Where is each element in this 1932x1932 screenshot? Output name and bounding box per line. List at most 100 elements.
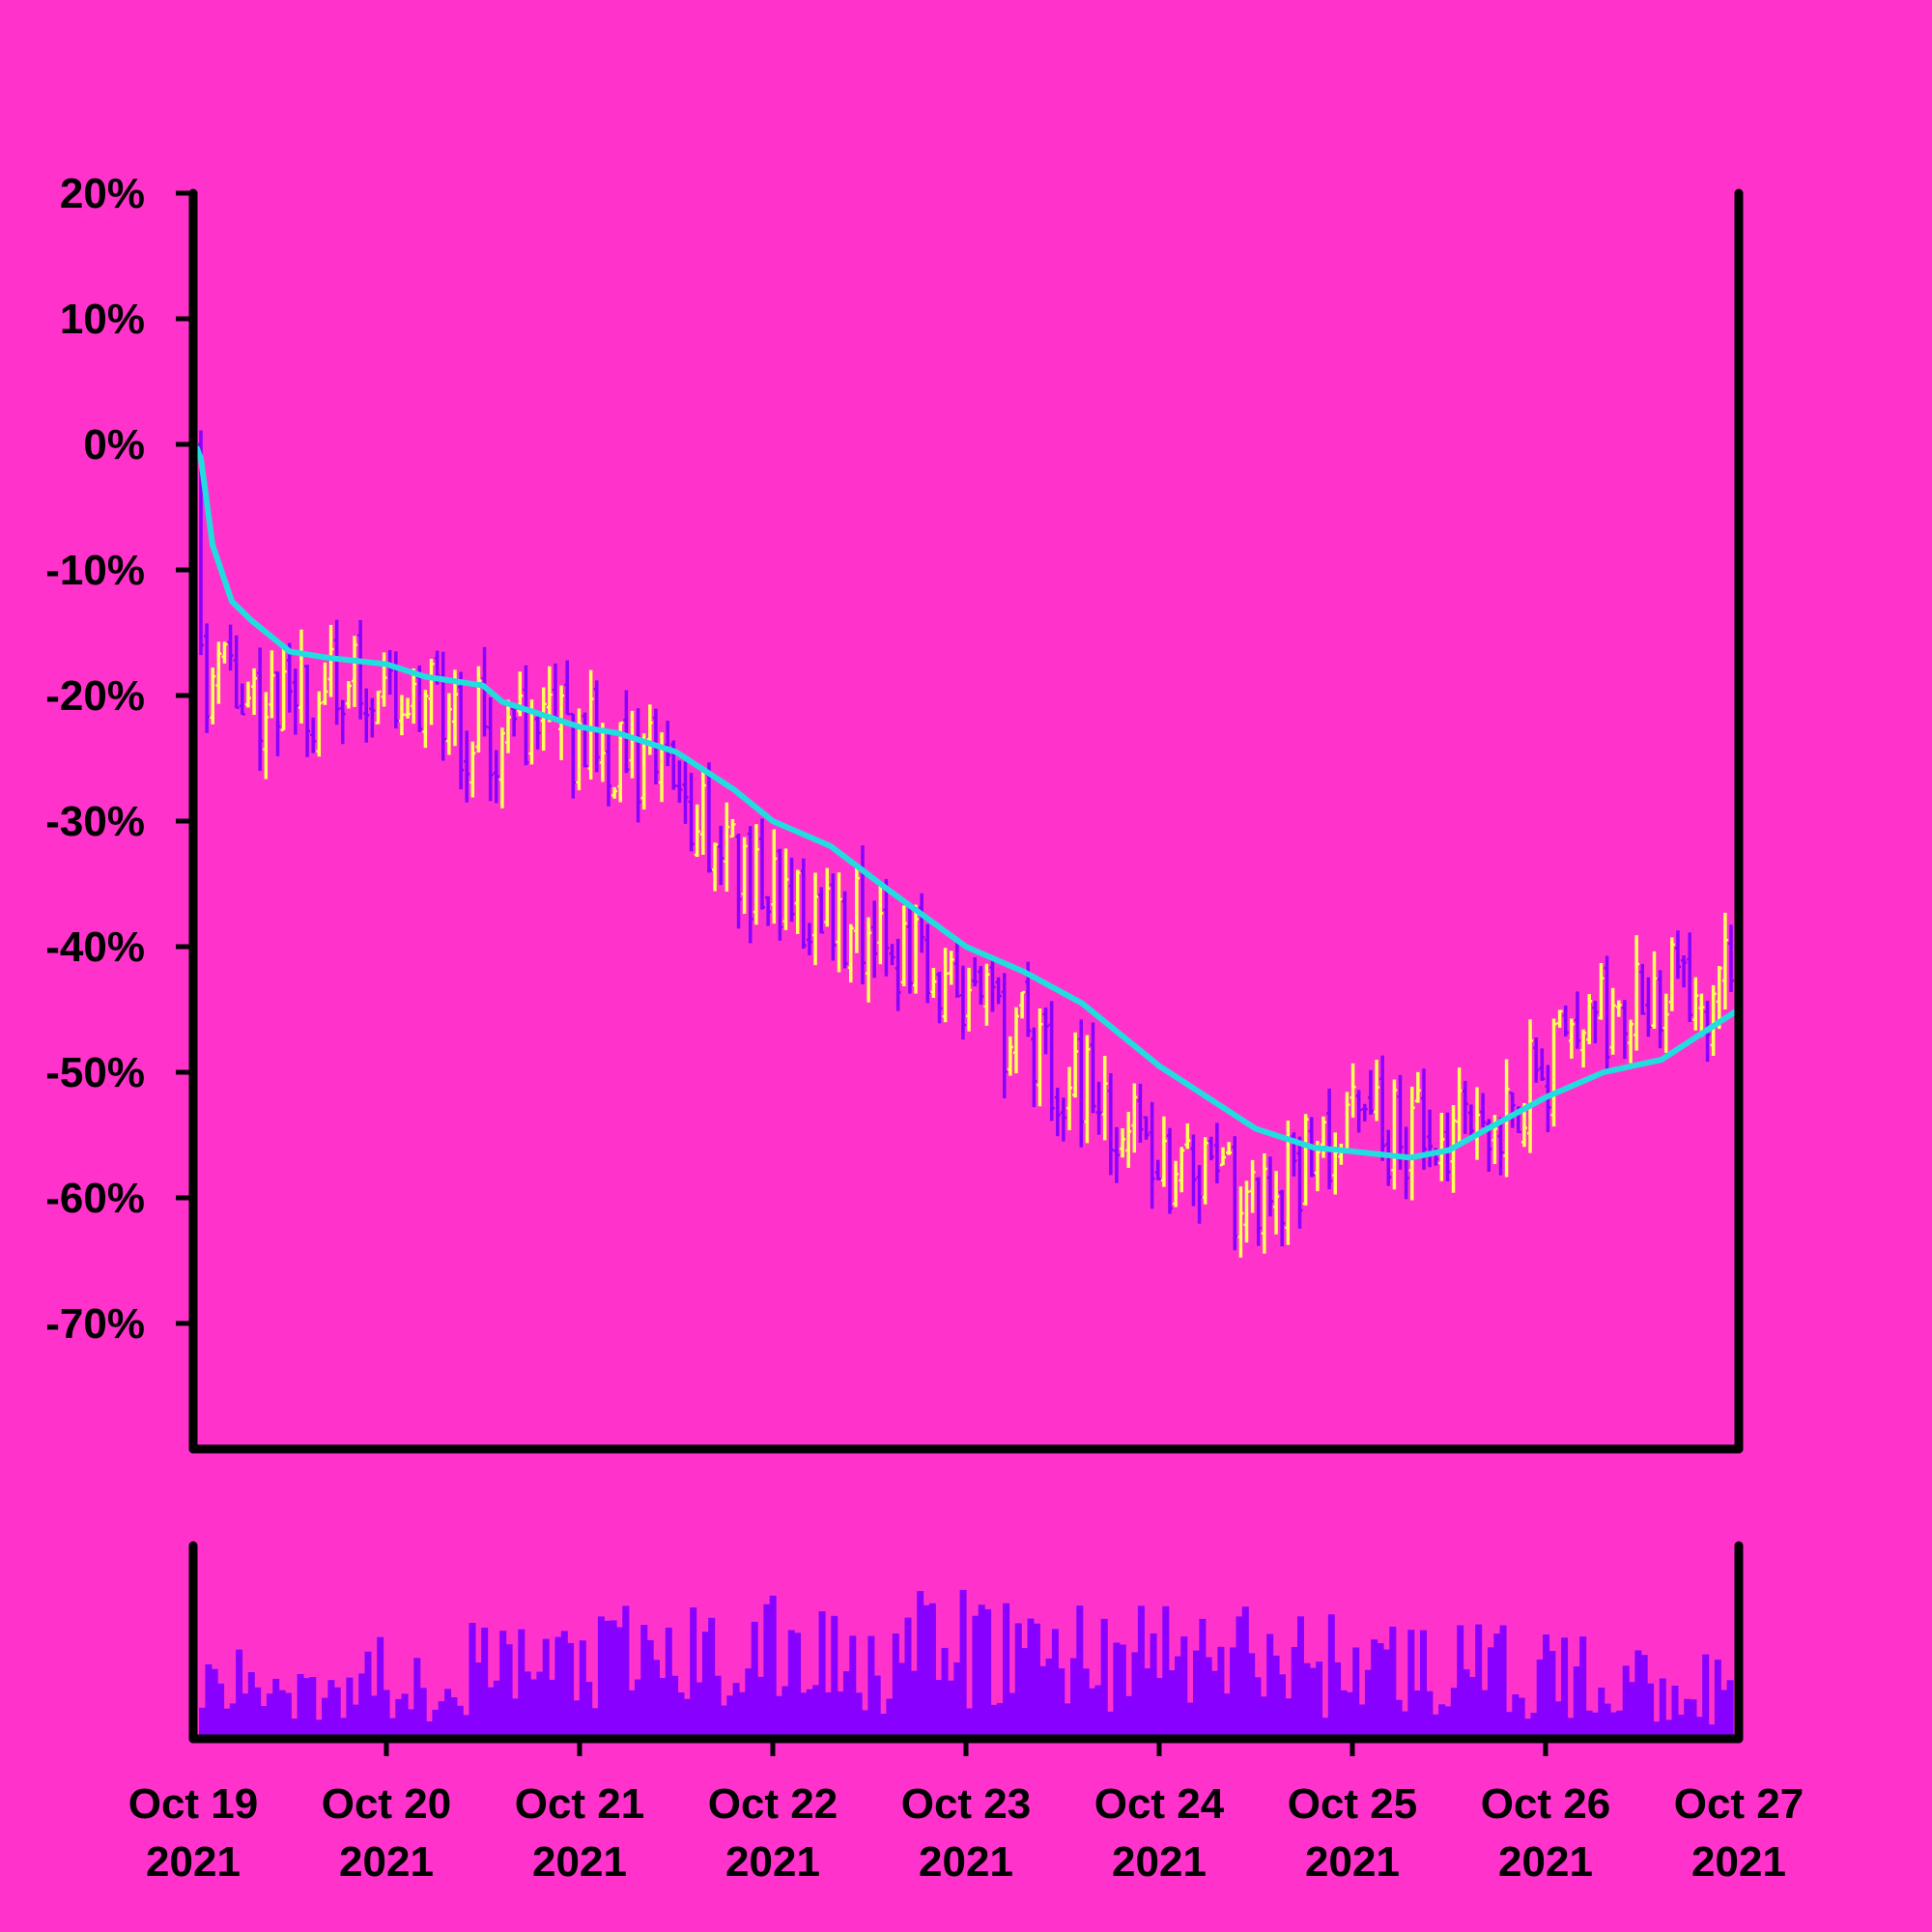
ohlc-bar bbox=[244, 681, 251, 708]
volume-bar bbox=[554, 1636, 562, 1739]
y-tick-label: -70% bbox=[45, 1300, 145, 1348]
ohlc-bar bbox=[794, 869, 801, 934]
volume-bar bbox=[1659, 1678, 1666, 1739]
ohlc-bar bbox=[352, 636, 358, 707]
volume-bar bbox=[278, 1690, 286, 1739]
volume-bar bbox=[560, 1631, 568, 1739]
y-tick-label: -60% bbox=[45, 1175, 145, 1222]
volume-bar bbox=[1450, 1688, 1458, 1739]
volume-bar bbox=[450, 1697, 458, 1739]
ohlc-bar bbox=[251, 668, 258, 716]
volume-bar bbox=[1389, 1626, 1397, 1739]
ohlc-bar bbox=[540, 687, 547, 752]
ohlc-bar bbox=[782, 848, 789, 930]
x-tick-label-date: Oct 24 bbox=[1094, 1780, 1225, 1828]
volume-bar bbox=[923, 1605, 930, 1739]
volume-bar bbox=[984, 1608, 992, 1739]
ohlc-bar bbox=[877, 885, 884, 965]
volume-bar bbox=[1316, 1662, 1323, 1739]
volume-bar bbox=[438, 1701, 445, 1739]
volume-bar bbox=[1548, 1651, 1556, 1739]
volume-bar bbox=[665, 1627, 672, 1739]
volume-bar bbox=[1334, 1662, 1342, 1739]
ohlc-bar bbox=[1580, 1029, 1587, 1068]
volume-bar bbox=[1248, 1653, 1256, 1739]
x-tick-label-year: 2021 bbox=[1498, 1838, 1593, 1886]
volume-bar bbox=[776, 1695, 783, 1739]
ohlc-bar bbox=[411, 668, 417, 724]
x-tick-label-date: Oct 25 bbox=[1288, 1780, 1418, 1828]
volume-bar bbox=[1223, 1693, 1231, 1739]
volume-bar bbox=[787, 1630, 795, 1739]
volume-bar bbox=[1665, 1719, 1673, 1739]
x-tick-label-year: 2021 bbox=[919, 1838, 1013, 1886]
volume-bar bbox=[1211, 1670, 1219, 1739]
y-tick-label: -10% bbox=[45, 547, 145, 594]
volume-bar bbox=[1720, 1690, 1728, 1739]
ohlc-bar bbox=[953, 937, 960, 998]
ohlc-bar bbox=[239, 683, 245, 716]
ohlc-bar bbox=[1728, 924, 1734, 992]
volume-bar bbox=[953, 1662, 961, 1739]
volume-bar bbox=[671, 1675, 679, 1739]
volume-bar bbox=[1395, 1699, 1403, 1739]
volume-bar bbox=[401, 1693, 409, 1739]
volume-bar bbox=[1162, 1605, 1170, 1739]
volume-bar bbox=[1150, 1633, 1157, 1739]
ohlc-bar bbox=[369, 697, 376, 738]
volume-bar bbox=[1512, 1694, 1520, 1739]
ohlc-bar bbox=[1296, 1136, 1303, 1229]
volume-bar bbox=[843, 1671, 850, 1739]
ohlc-bar bbox=[1639, 963, 1646, 1015]
volume-bar bbox=[370, 1695, 378, 1739]
ohlc-bar bbox=[759, 818, 766, 910]
volume-bar bbox=[1640, 1655, 1648, 1739]
ohlc-bar bbox=[269, 650, 275, 719]
ohlc-bar bbox=[1621, 1000, 1628, 1060]
ohlc-bar bbox=[1467, 1104, 1474, 1141]
volume-bar bbox=[1573, 1666, 1580, 1739]
volume-bar bbox=[604, 1620, 611, 1739]
ohlc-bar bbox=[1273, 1171, 1280, 1235]
volume-bar bbox=[236, 1649, 243, 1739]
ohlc-bar bbox=[1427, 1109, 1434, 1168]
volume-bar bbox=[1420, 1630, 1427, 1739]
volume-bar bbox=[794, 1633, 802, 1739]
volume-bar bbox=[1303, 1662, 1311, 1739]
ohlc-bar bbox=[1668, 937, 1675, 1011]
volume-bar bbox=[297, 1674, 304, 1739]
ohlc-bar bbox=[605, 732, 611, 807]
x-tick-label-year: 2021 bbox=[532, 1838, 627, 1886]
ohlc-bar bbox=[333, 619, 340, 725]
volume-bar bbox=[1125, 1695, 1133, 1739]
ohlc-bar bbox=[883, 879, 890, 977]
volume-bar bbox=[1629, 1682, 1635, 1739]
volume-bar bbox=[1610, 1712, 1617, 1739]
volume-bar bbox=[426, 1721, 433, 1739]
ohlc-bar bbox=[942, 948, 949, 1023]
ohlc-bar bbox=[1220, 1147, 1227, 1167]
y-axis-ticks: 20% 10% 0% -10% -20% -30% -40% -50% -60% -70% bbox=[45, 170, 193, 1348]
x-tick-label-date: Oct 23 bbox=[901, 1780, 1032, 1828]
ohlc-bar bbox=[930, 967, 937, 999]
volume-bar bbox=[708, 1617, 716, 1739]
ohlc-bar bbox=[895, 938, 901, 1011]
volume-bar bbox=[1487, 1647, 1494, 1739]
ohlc-bar bbox=[771, 829, 778, 924]
ohlc-bar bbox=[304, 665, 311, 757]
ohlc-bar bbox=[818, 887, 825, 934]
volume-bar bbox=[1352, 1647, 1360, 1739]
x-tick-label-year: 2021 bbox=[725, 1838, 820, 1886]
volume-bar bbox=[512, 1698, 519, 1739]
ohlc-bar bbox=[694, 804, 700, 858]
volume-bar bbox=[549, 1679, 556, 1739]
ohlc-bar bbox=[753, 824, 759, 925]
ohlc-bar bbox=[564, 660, 571, 716]
ohlc-bar bbox=[1645, 977, 1652, 1037]
ohlc-bar bbox=[1072, 1032, 1079, 1098]
volume-bar bbox=[1131, 1652, 1139, 1739]
ohlc-bar bbox=[227, 624, 234, 671]
volume-bar bbox=[242, 1693, 249, 1739]
volume-bar bbox=[315, 1719, 323, 1739]
volume-bar bbox=[1285, 1698, 1293, 1739]
